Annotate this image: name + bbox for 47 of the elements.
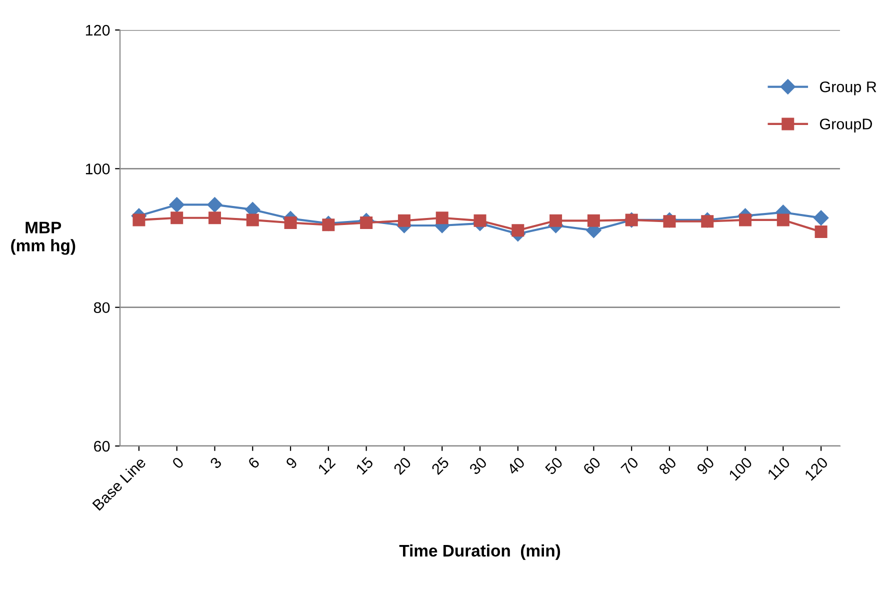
point <box>474 214 486 227</box>
x-tick-label: 90 <box>696 456 715 476</box>
point <box>284 216 297 229</box>
point <box>814 226 828 238</box>
point <box>360 216 373 229</box>
x-tick-label: 110 <box>767 456 791 480</box>
y-tick-label: 80 <box>94 302 110 314</box>
point <box>739 214 752 226</box>
y-tick-label: 60 <box>94 440 110 452</box>
point <box>701 215 714 228</box>
point <box>587 214 600 227</box>
x-tick-label: 9 <box>285 456 298 470</box>
x-tick-label: 70 <box>620 456 640 476</box>
x-tick-label: 15 <box>356 456 374 475</box>
x-tick-label: 50 <box>544 456 564 476</box>
point <box>776 214 790 226</box>
y-axis-title: MBP (mm hg) <box>11 222 76 255</box>
legend-label: Group R <box>820 81 876 96</box>
point <box>813 210 829 226</box>
x-tick-label: 0 <box>172 456 184 470</box>
point <box>512 224 524 237</box>
x-tick-label: 80 <box>658 456 677 476</box>
x-tick-label: 40 <box>506 456 526 476</box>
point <box>436 212 448 224</box>
x-axis-title: Time Duration (min) <box>399 544 560 560</box>
x-tick-label: 120 <box>804 456 829 481</box>
x-tick-label: 20 <box>393 456 412 476</box>
point <box>322 218 335 232</box>
point <box>550 214 562 227</box>
x-tick-label: 100 <box>728 456 753 481</box>
point <box>208 212 221 224</box>
x-tick-label: 25 <box>430 456 450 476</box>
point <box>398 214 410 227</box>
point <box>132 214 146 226</box>
x-tick-label: 3 <box>209 456 222 470</box>
legend-label: GroupD <box>820 118 872 132</box>
y-tick-label: 120 <box>86 24 110 36</box>
x-tick-label: 12 <box>318 456 336 475</box>
point <box>663 215 676 228</box>
x-tick-label: 30 <box>468 456 488 476</box>
y-tick-label: 100 <box>86 164 110 174</box>
point <box>246 214 259 226</box>
point <box>170 212 184 224</box>
x-tick-label: 60 <box>582 456 602 476</box>
point <box>169 197 184 212</box>
x-tick-label: 6 <box>247 456 260 470</box>
point <box>207 197 222 212</box>
